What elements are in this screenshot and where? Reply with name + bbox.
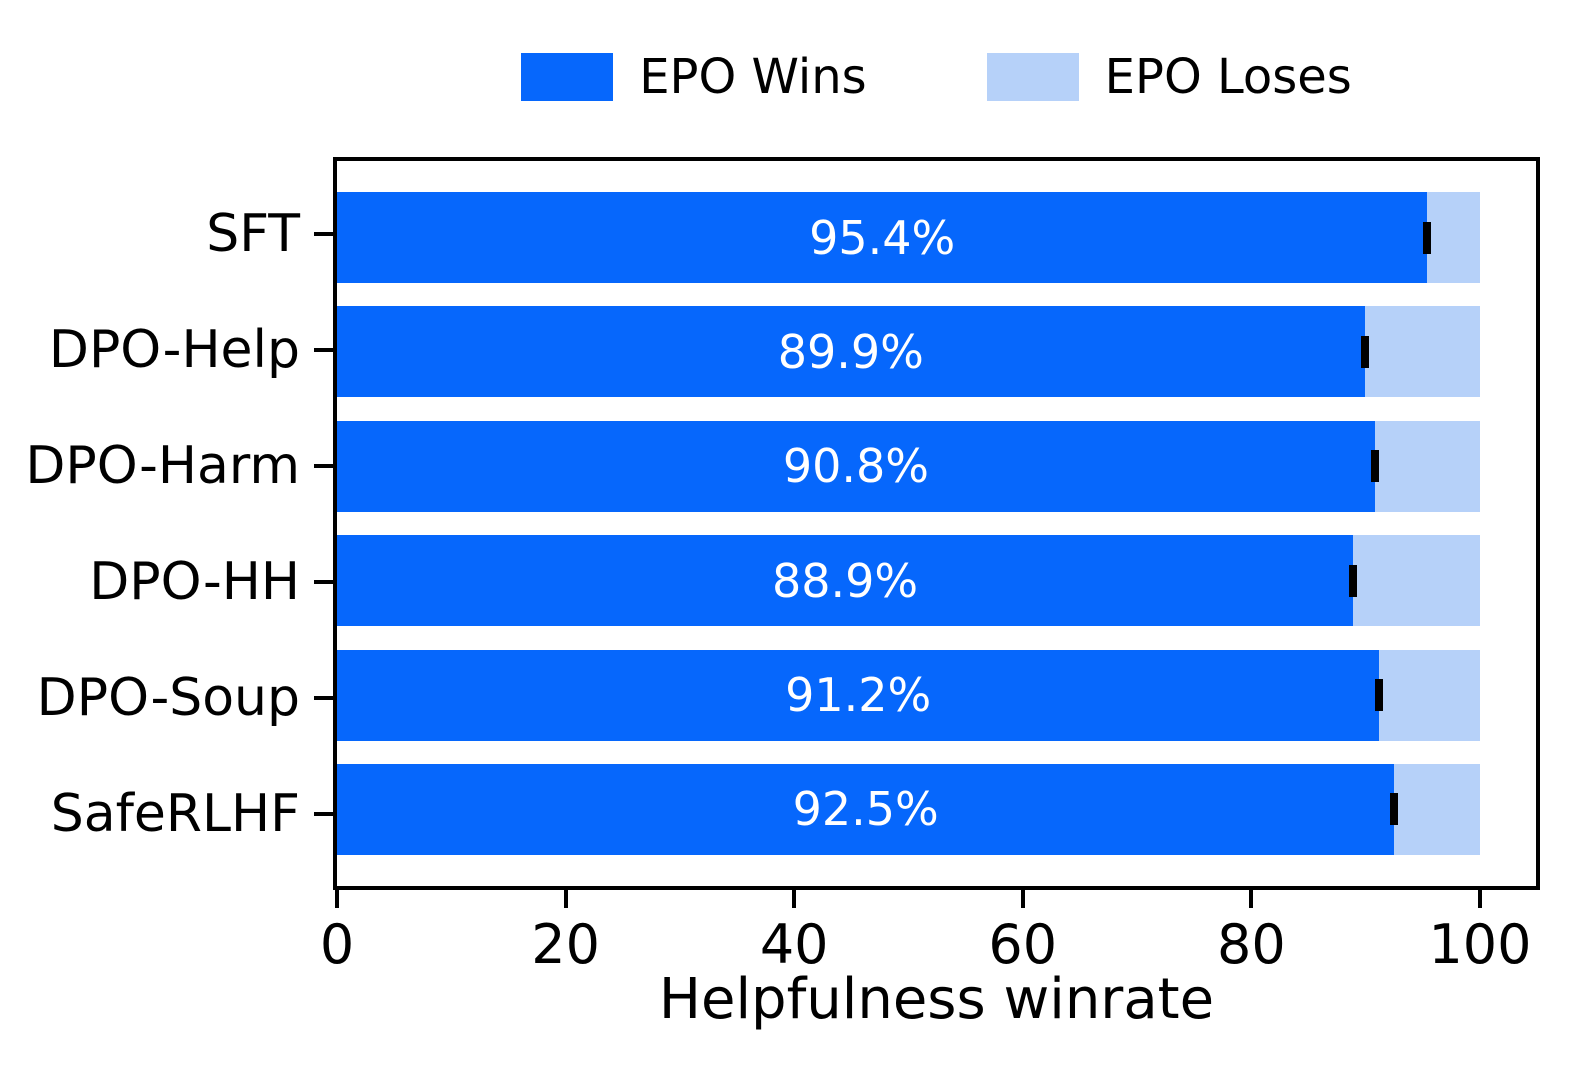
y-axis-label: DPO-Harm [25, 435, 300, 496]
y-axis-label: DPO-Help [48, 319, 300, 380]
legend: EPO Wins EPO Loses [333, 42, 1540, 112]
y-tick-mark [314, 579, 333, 584]
bar-row-dpo-help: 89.9% [337, 306, 1536, 398]
y-axis-label: DPO-Soup [36, 667, 300, 728]
y-tick-slot [314, 768, 333, 859]
bar-row-sft: 95.4% [337, 192, 1536, 283]
bar-segment-epo-wins: 89.9% [337, 306, 1365, 398]
x-tick-label: 100 [1428, 913, 1532, 976]
x-tick-mark [1249, 890, 1254, 908]
bar-row-saferlhf: 92.5% [337, 763, 1536, 855]
error-bar [1360, 335, 1369, 368]
bar-segment-epo-loses [1364, 306, 1480, 398]
x-tick-mark [1020, 890, 1025, 908]
y-tick-slot [314, 536, 333, 627]
legend-label: EPO Wins [639, 49, 867, 105]
error-bar [1370, 450, 1379, 483]
error-bar [1423, 221, 1432, 254]
plot-area: 95.4% 89.9% 90.8% 88.9% 91.2% 92.5% [333, 157, 1540, 890]
error-bar [1349, 564, 1358, 597]
y-tick-mark [314, 231, 333, 236]
bar-value-label: 92.5% [792, 782, 939, 837]
bar-segment-epo-wins: 88.9% [337, 535, 1354, 627]
y-tick-slot [314, 188, 333, 279]
bar-group: 95.4% 89.9% 90.8% 88.9% 91.2% 92.5% [337, 161, 1536, 886]
y-tick-mark [314, 695, 333, 700]
bar-segment-epo-wins: 92.5% [337, 763, 1395, 855]
x-axis-title: Helpfulness winrate [658, 967, 1215, 1032]
bar-segment-epo-loses [1374, 420, 1480, 512]
bar-value-label: 90.8% [782, 439, 929, 494]
bar-value-label: 89.9% [777, 324, 924, 379]
bar-row-dpo-hh: 88.9% [337, 535, 1536, 627]
bar-segment-epo-loses [1353, 535, 1480, 627]
error-bar [1375, 679, 1384, 712]
y-tick-mark [314, 347, 333, 352]
legend-swatch-epo-loses [986, 53, 1079, 101]
x-tick-label: 20 [531, 913, 600, 976]
y-axis-label: DPO-HH [89, 551, 300, 612]
y-axis-label: SFT [206, 203, 300, 264]
x-axis: 0 20 40 60 80 100 [320, 890, 1536, 1010]
y-tick-mark [314, 463, 333, 468]
bar-segment-epo-wins: 91.2% [337, 649, 1380, 741]
y-axis-label: SafeRLHF [50, 783, 300, 844]
bar-row-dpo-soup: 91.2% [337, 649, 1536, 741]
bar-row-dpo-harm: 90.8% [337, 420, 1536, 512]
x-tick-mark [792, 890, 797, 908]
x-tick-label: 0 [319, 913, 355, 976]
legend-item-epo-loses: EPO Loses [986, 49, 1352, 105]
y-tick-slot [314, 420, 333, 511]
bar-value-label: 88.9% [771, 553, 919, 608]
y-tick-slot [314, 304, 333, 395]
bar-segment-epo-loses [1394, 763, 1480, 855]
legend-swatch-epo-wins [521, 53, 614, 101]
y-tick-mark [314, 811, 333, 816]
legend-label: EPO Loses [1104, 49, 1352, 105]
y-axis-ticks [314, 157, 333, 890]
bar-segment-epo-loses [1427, 192, 1480, 283]
x-tick-mark [335, 890, 339, 908]
x-tick-mark [563, 890, 568, 908]
x-tick-label: 60 [988, 913, 1058, 976]
y-tick-slot [314, 652, 333, 743]
x-tick-label: 80 [1217, 913, 1286, 976]
x-tick-mark [1477, 890, 1482, 908]
bar-value-label: 91.2% [785, 668, 932, 723]
legend-item-epo-wins: EPO Wins [521, 49, 867, 105]
y-axis-labels: SFT DPO-Help DPO-Harm DPO-HH DPO-Soup Sa… [0, 157, 300, 890]
x-tick-label: 40 [759, 913, 829, 976]
bar-segment-epo-wins: 95.4% [337, 192, 1428, 283]
bar-segment-epo-loses [1379, 649, 1480, 741]
bar-value-label: 95.4% [809, 210, 956, 265]
error-bar [1390, 793, 1399, 826]
bar-segment-epo-wins: 90.8% [337, 420, 1375, 512]
